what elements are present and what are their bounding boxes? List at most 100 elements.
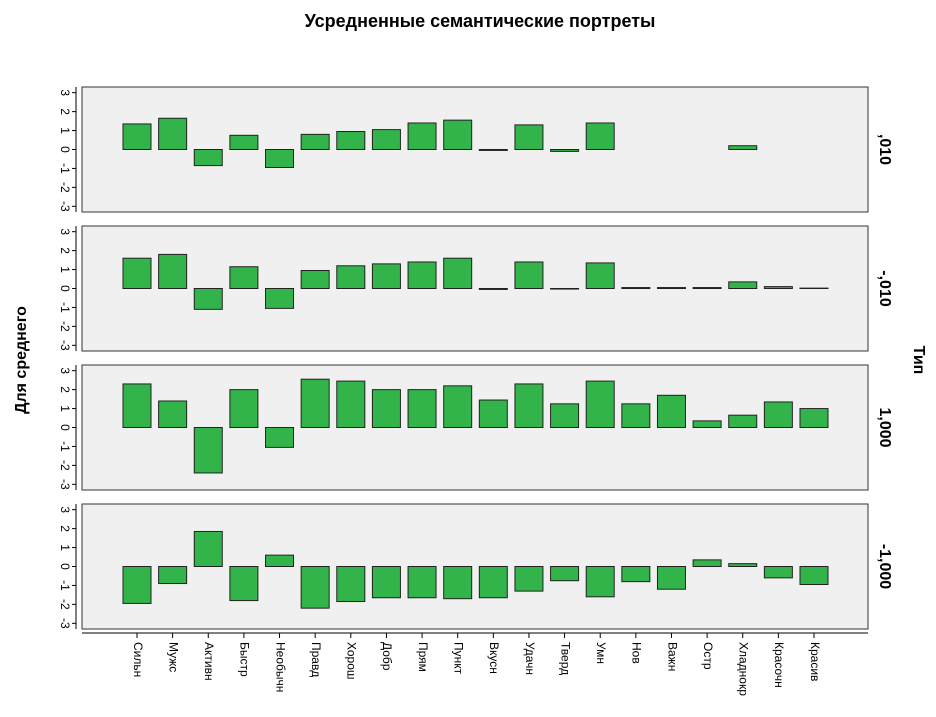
bar	[158, 566, 188, 585]
y-tick-label: 1	[58, 405, 72, 412]
bar	[550, 149, 580, 152]
bar	[407, 566, 437, 599]
bar	[193, 288, 223, 310]
bar	[229, 266, 259, 289]
bar	[371, 263, 401, 289]
bar	[300, 270, 330, 289]
y-tick-label: -2	[58, 599, 72, 610]
bar	[656, 287, 686, 290]
bar	[799, 566, 829, 585]
y-tick-label: -1	[58, 441, 72, 452]
bar	[656, 394, 686, 429]
panel-label: -1,000	[876, 544, 893, 589]
bar	[336, 131, 366, 150]
bar	[229, 389, 259, 429]
bar	[585, 262, 615, 290]
bar	[407, 261, 437, 290]
bar	[443, 566, 473, 600]
y-tick-label: 2	[58, 247, 72, 254]
bar	[443, 385, 473, 429]
bar	[193, 427, 223, 474]
y-tick-label: -3	[58, 340, 72, 351]
bar	[122, 566, 152, 604]
bar	[336, 380, 366, 428]
y-tick-label: 3	[58, 228, 72, 235]
y-tick-label: 1	[58, 544, 72, 551]
panel-label: 1,000	[876, 407, 893, 447]
bar	[692, 420, 722, 429]
bar	[621, 566, 651, 583]
y-tick-label: 1	[58, 127, 72, 134]
x-tick-label: Тверд	[558, 642, 572, 675]
bar	[550, 403, 580, 428]
bar	[514, 124, 544, 150]
y-tick-label: 3	[58, 367, 72, 374]
bar	[371, 129, 401, 150]
bar	[300, 378, 330, 429]
x-tick-label: Остр	[701, 642, 715, 670]
x-tick-label: Необычн	[273, 642, 287, 692]
bar	[728, 281, 758, 290]
bar	[336, 566, 366, 603]
panel-axis-title: Тип	[910, 346, 927, 375]
bar	[585, 566, 615, 598]
y-tick-label: -1	[58, 302, 72, 313]
y-tick-label: -3	[58, 618, 72, 629]
bar	[550, 566, 580, 582]
bar	[443, 119, 473, 150]
x-tick-label: Важн	[665, 642, 679, 671]
y-tick-label: 1	[58, 266, 72, 273]
x-tick-label: Умн	[594, 642, 608, 664]
x-tick-label: Нов	[630, 642, 644, 664]
panel-label: -,010	[876, 270, 893, 307]
bar	[763, 401, 793, 429]
y-tick-label: 0	[58, 563, 72, 570]
bar	[656, 566, 686, 590]
bar	[265, 288, 295, 309]
bar	[443, 257, 473, 289]
y-tick-label: -3	[58, 479, 72, 490]
bar	[799, 408, 829, 429]
bar	[585, 122, 615, 150]
bar	[229, 566, 259, 602]
bar	[550, 288, 580, 290]
bar	[478, 566, 508, 599]
x-tick-label: Прям	[416, 642, 430, 672]
bar	[621, 287, 651, 290]
bar	[407, 122, 437, 150]
bar	[692, 287, 722, 290]
x-tick-label: Хорош	[345, 642, 359, 680]
x-tick-label: Хладнокр	[737, 642, 751, 696]
bar	[158, 253, 188, 289]
bar	[692, 559, 722, 568]
y-tick-label: -3	[58, 201, 72, 212]
x-tick-label: Быстр	[238, 642, 252, 677]
x-tick-label: Мужс	[166, 642, 180, 672]
bar	[158, 400, 188, 429]
bar	[478, 288, 508, 290]
bar	[265, 427, 295, 448]
y-tick-label: 2	[58, 108, 72, 115]
x-tick-label: Сильн	[131, 642, 145, 677]
bar	[265, 149, 295, 168]
bar	[300, 133, 330, 150]
bar	[122, 123, 152, 150]
bar	[514, 261, 544, 290]
x-tick-label: Удачн	[523, 642, 537, 675]
y-tick-label: 0	[58, 146, 72, 153]
bar	[763, 566, 793, 579]
y-tick-label: -2	[58, 182, 72, 193]
bar	[514, 566, 544, 592]
x-tick-label: Красив	[808, 642, 822, 681]
y-tick-label: -1	[58, 163, 72, 174]
x-tick-label: Правд	[309, 642, 323, 677]
bar	[265, 554, 295, 567]
bar	[371, 566, 401, 599]
x-tick-label: Пункт	[452, 642, 466, 675]
bar	[193, 149, 223, 167]
bar	[193, 530, 223, 567]
y-axis-title: Для среднего	[13, 306, 30, 414]
x-tick-label: Красочн	[772, 642, 786, 688]
bar	[478, 149, 508, 151]
bar	[478, 399, 508, 428]
